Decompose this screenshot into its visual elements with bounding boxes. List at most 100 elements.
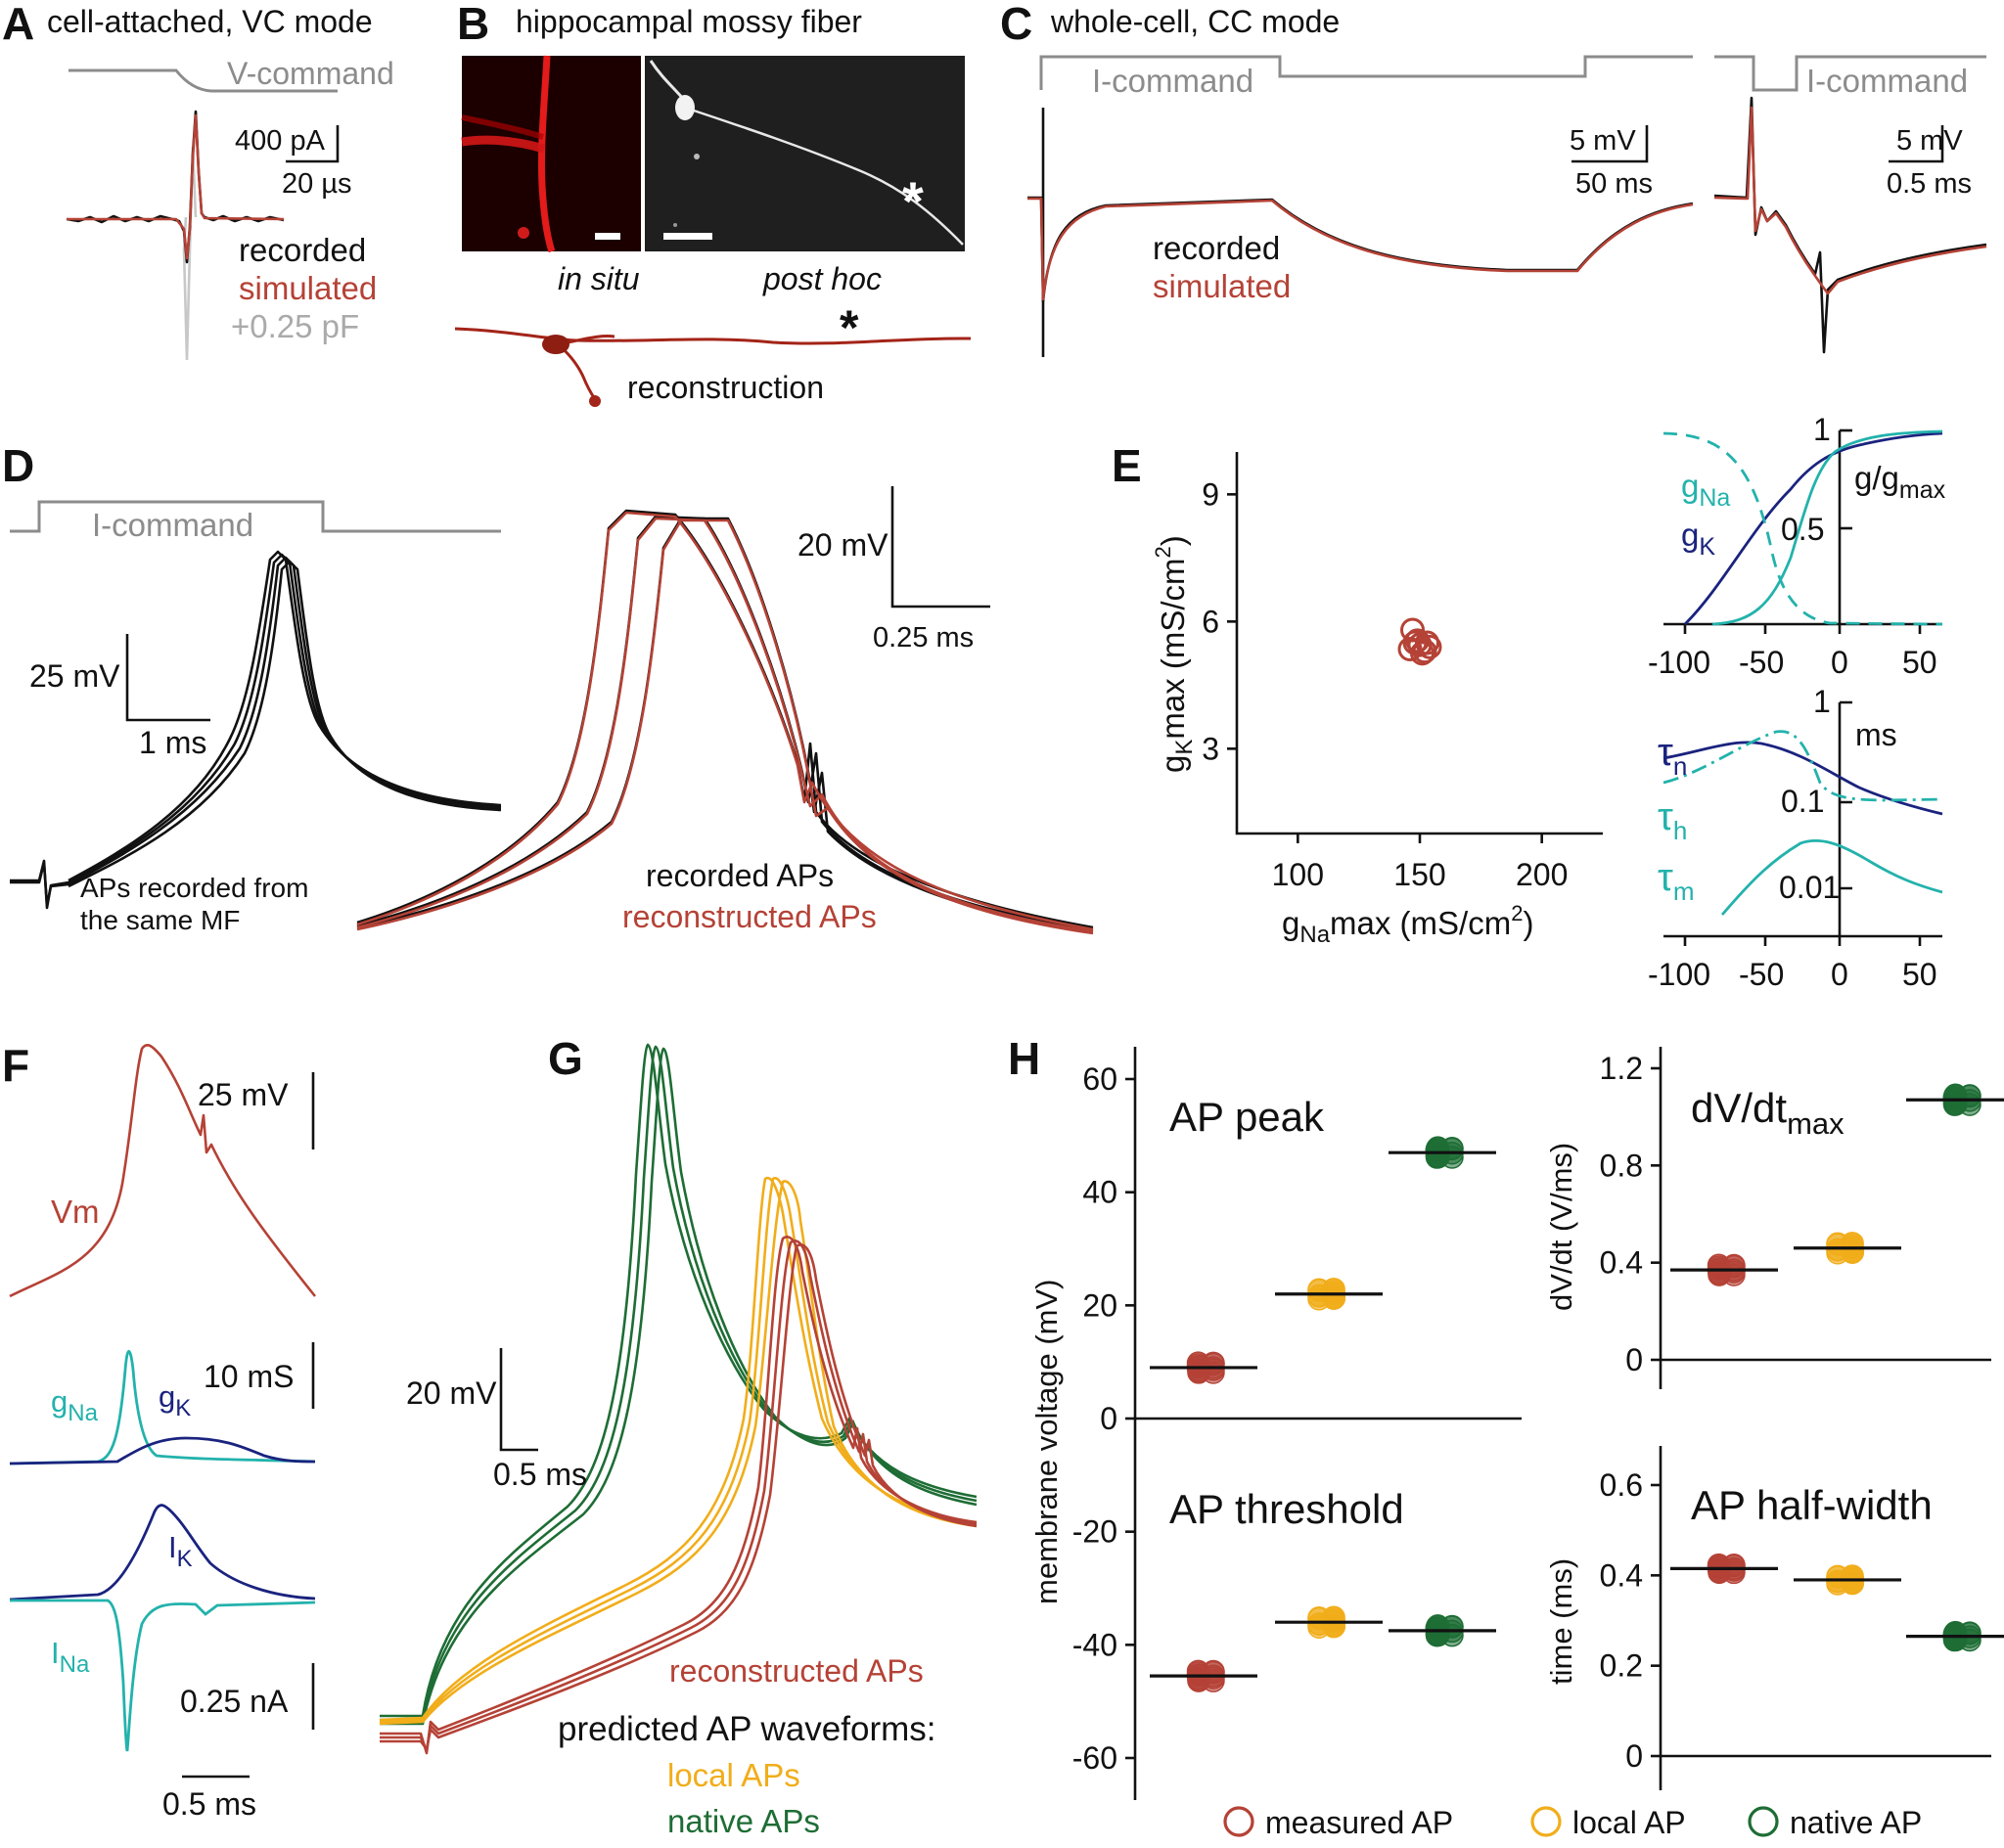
- panel-f: F Vm 25 mV gNa gK 10 mS IK INa 0.25 nA 0…: [2, 1040, 317, 1822]
- panel-h-dvdt-ylabel: dV/dt (V/ms): [1544, 1143, 1578, 1311]
- panel-h-voltage-plot: membrane voltage (mV) AP peak AP thresho…: [1029, 1047, 1522, 1800]
- panel-c-legend-simulated: simulated: [1153, 268, 1291, 304]
- panel-c-simulated-trace-right: [1713, 106, 1987, 295]
- panel-a-title: cell-attached, VC mode: [47, 4, 373, 39]
- panel-e-scatter-axes: [1235, 452, 1603, 835]
- panel-e-tau-ytick-1: 1: [1813, 684, 1831, 719]
- panel-d-legend-reconstructed: reconstructed APs: [622, 899, 877, 934]
- h-halfwidth-tick-label: 0.4: [1600, 1557, 1643, 1593]
- panel-d-left-traces: [10, 550, 502, 910]
- h-voltage-tick-label: 20: [1082, 1287, 1117, 1323]
- panel-d-i-command-trace: [10, 500, 501, 533]
- h-voltage-tick-label: -60: [1072, 1740, 1117, 1776]
- panel-e-gating-xtick-3: 0: [1831, 645, 1848, 680]
- panel-c-i-command-right-trace: [1714, 55, 1986, 92]
- h-halfwidth-tick-label: 0.2: [1600, 1648, 1643, 1684]
- panel-h-voltage-ylabel: membrane voltage (mV): [1029, 1279, 1064, 1604]
- panel-c-recorded-trace-right: [1713, 96, 1987, 354]
- panel-g-scale-y: 20 mV: [406, 1375, 497, 1411]
- panel-e-scatter-points: [1397, 617, 1442, 666]
- h-point-native-ap: [1426, 1614, 1449, 1639]
- panel-g: G 20 mV 0.5 ms reconstructed APs predict…: [379, 1033, 978, 1839]
- panel-a-simulated-trace: [67, 113, 285, 260]
- panel-f-ina-trace: [10, 1599, 316, 1752]
- legend-native-label: native AP: [1790, 1805, 1922, 1840]
- panel-e-gating-ytick-05: 0.5: [1781, 512, 1824, 547]
- panel-h: H membrane voltage (mV) AP peak AP thres…: [1008, 1033, 2004, 1840]
- panel-b: B hippocampal mossy fiber * in situ post…: [454, 0, 972, 407]
- panel-b-in-situ-image: [461, 55, 641, 253]
- panel-e-gating-xtick-1: -100: [1648, 645, 1710, 680]
- panel-e-gating-xtick-4: 50: [1902, 645, 1937, 680]
- panel-c-i-command-right-label: I-command: [1806, 63, 1968, 99]
- panel-d-note-line2: the same MF: [80, 905, 240, 935]
- panel-c-scale-right-y: 5 mV: [1896, 125, 1963, 157]
- panel-e-tau-n-label: τn: [1658, 731, 1687, 781]
- panel-h-ap-threshold-title: AP threshold: [1169, 1486, 1404, 1532]
- panel-d-letter: D: [2, 440, 34, 491]
- panel-h-ap-peak-title: AP peak: [1169, 1094, 1325, 1140]
- h-point-native-ap: [1426, 1137, 1449, 1160]
- panel-b-letter: B: [457, 0, 489, 49]
- h-voltage-tick-label: 0: [1100, 1401, 1117, 1436]
- panel-d-scale-left-y: 25 mV: [29, 658, 120, 694]
- h-point-native-ap: [1943, 1621, 1967, 1645]
- panel-a-scale-y: 400 pA: [235, 125, 326, 157]
- panel-g-native-traces: [380, 1043, 978, 1726]
- e-scatter-point: [1414, 630, 1439, 655]
- panel-g-letter: G: [548, 1033, 583, 1084]
- panel-f-gna-label: gNa: [51, 1384, 99, 1426]
- panel-b-label-post-hoc: post hoc: [762, 261, 882, 296]
- legend-measured-marker: [1223, 1806, 1254, 1837]
- panel-b-reconstruction-drawing: [454, 327, 972, 407]
- panel-e-gating-ytick-1: 1: [1813, 412, 1831, 447]
- panel-c-letter: C: [1000, 0, 1032, 49]
- panel-h-letter: H: [1008, 1033, 1040, 1084]
- panel-c-scale-bar-right: [1889, 125, 1944, 163]
- panel-e-tau-xtick-1: -100: [1648, 957, 1710, 992]
- legend-native-marker: [1748, 1806, 1779, 1837]
- panel-e-gating-ylabel: g/gmax: [1854, 460, 1946, 504]
- panel-c-scale-bar-left: [1571, 125, 1649, 163]
- panel-c-i-command-left-label: I-command: [1092, 63, 1253, 99]
- panel-e-gh-curve: [1662, 431, 1943, 626]
- h-point-local-ap: [1307, 1605, 1331, 1630]
- panel-a-legend-capacitance: +0.25 pF: [231, 308, 359, 344]
- h-point-native-ap: [1943, 1084, 1967, 1107]
- panel-b-label-in-situ: in situ: [558, 261, 640, 296]
- panel-a: A cell-attached, VC mode V-command 400 p…: [2, 0, 394, 361]
- panel-d-legend-recorded: recorded APs: [646, 858, 834, 893]
- panel-d-scale-right-x: 0.25 ms: [873, 622, 974, 654]
- panel-f-scale-g-label: 10 mS: [204, 1359, 294, 1394]
- panel-f-ik-label: IK: [168, 1530, 193, 1572]
- panel-f-vm-label: Vm: [51, 1194, 100, 1230]
- h-point-local-ap: [1826, 1564, 1849, 1589]
- panel-c-scale-right-x: 0.5 ms: [1887, 168, 1972, 200]
- panel-g-legend-reconstructed: reconstructed APs: [669, 1653, 924, 1689]
- panel-f-ina-label: INa: [51, 1636, 90, 1678]
- h-dvdt-tick-label: 1.2: [1600, 1051, 1643, 1086]
- h-voltage-tick-label: -20: [1072, 1514, 1117, 1550]
- panel-g-legend-local: local APs: [667, 1757, 800, 1793]
- panel-b-marker-white: *: [902, 170, 924, 232]
- legend-measured-label: measured AP: [1265, 1805, 1453, 1840]
- h-dvdt-tick-label: 0: [1625, 1342, 1643, 1377]
- panel-e-gk-curve: [1684, 431, 1943, 625]
- panel-f-scale-i-label: 0.25 nA: [180, 1684, 289, 1719]
- h-point-local-ap: [1307, 1278, 1331, 1302]
- panel-d-scale-bar-left: [125, 634, 210, 722]
- panel-a-legend-simulated: simulated: [239, 270, 377, 306]
- panel-f-ik-trace: [9, 1504, 316, 1601]
- panel-d-scale-bar-right: [890, 486, 990, 608]
- panel-a-v-command-label: V-command: [227, 56, 394, 91]
- panel-c-simulated-trace-left: [1027, 197, 1694, 301]
- panel-d-scale-left-x: 1 ms: [139, 725, 206, 760]
- panel-e-tau-h-label: τh: [1658, 795, 1687, 845]
- panel-e-tau-m-curve: [1720, 838, 1943, 916]
- panel-a-scale-bar: [286, 125, 340, 163]
- h-voltage-tick-label: -40: [1072, 1627, 1117, 1662]
- panel-c-title: whole-cell, CC mode: [1050, 4, 1340, 39]
- legend-local-marker: [1530, 1806, 1562, 1837]
